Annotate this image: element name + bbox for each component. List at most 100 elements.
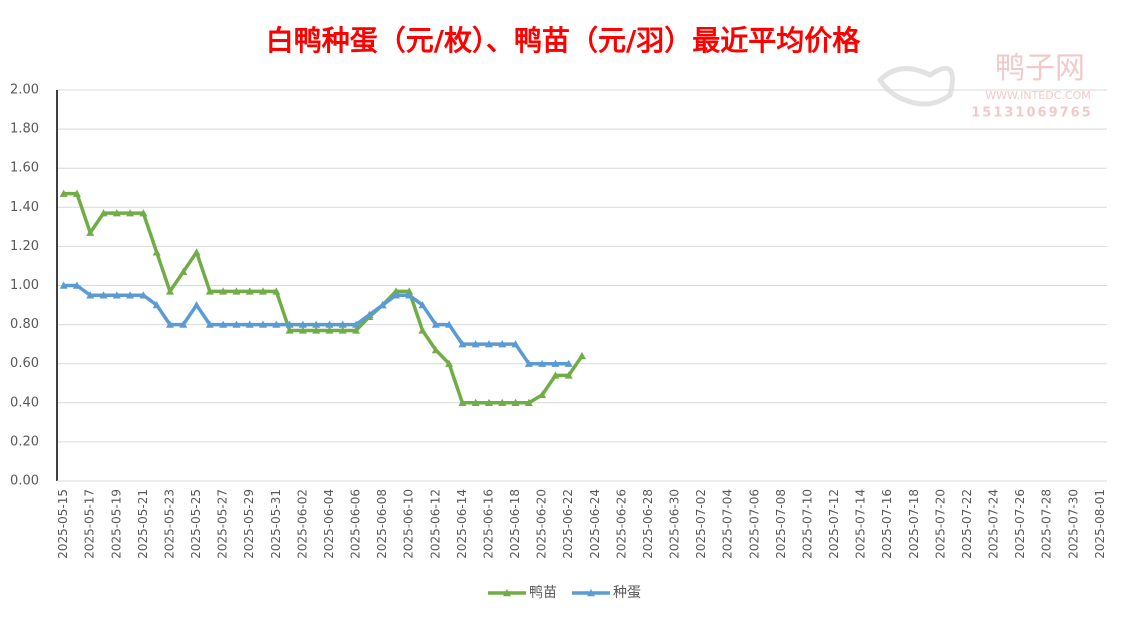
marker	[458, 340, 467, 348]
marker	[551, 359, 560, 367]
marker	[578, 351, 586, 360]
marker	[391, 287, 400, 295]
y-tick-label: 1.20	[10, 239, 39, 254]
marker	[325, 320, 334, 328]
marker	[152, 301, 161, 309]
marker	[511, 398, 520, 406]
marker	[272, 287, 281, 295]
marker	[205, 287, 214, 295]
marker	[179, 320, 188, 328]
x-tick-label: 2025-06-30	[668, 489, 682, 559]
marker	[72, 189, 81, 197]
marker	[538, 390, 547, 399]
marker	[405, 287, 414, 295]
marker	[139, 209, 148, 217]
legend-label: 种蛋	[613, 585, 641, 601]
marker	[259, 287, 268, 295]
watermark-brand: 鸭子网	[995, 51, 1085, 86]
marker	[312, 326, 321, 334]
x-tick-label: 2025-07-20	[933, 489, 947, 559]
marker	[498, 398, 507, 406]
marker	[471, 340, 480, 348]
marker	[126, 209, 135, 217]
y-tick-label: 0.80	[10, 317, 39, 332]
x-tick-label: 2025-06-08	[375, 489, 389, 559]
x-tick-label: 2025-06-06	[349, 489, 363, 559]
marker	[564, 371, 573, 379]
marker	[298, 320, 307, 328]
marker	[298, 326, 307, 334]
watermark-url: WWW.INTEDC.COM	[985, 89, 1090, 102]
marker	[259, 320, 268, 328]
x-tick-label: 2025-06-26	[614, 489, 628, 559]
x-tick-label: 2025-07-22	[960, 489, 974, 559]
marker	[445, 320, 454, 328]
legend-label: 鸭苗	[529, 585, 557, 601]
marker	[511, 340, 520, 348]
x-tick-label: 2025-06-24	[588, 489, 602, 559]
x-tick-label: 2025-07-30	[1066, 489, 1080, 559]
marker	[219, 287, 228, 295]
marker	[112, 209, 121, 217]
marker	[219, 320, 228, 328]
marker	[245, 287, 254, 295]
x-tick-label: 2025-07-28	[1040, 489, 1054, 559]
x-tick-label: 2025-05-15	[56, 489, 70, 559]
watermark-phone: 15131069765	[971, 106, 1093, 121]
marker	[139, 291, 148, 299]
marker	[245, 320, 254, 328]
marker	[152, 248, 161, 256]
marker	[179, 267, 188, 276]
marker	[86, 228, 95, 236]
series-line	[63, 191, 584, 405]
y-tick-label: 0.20	[10, 434, 39, 449]
x-tick-label: 2025-07-10	[800, 489, 814, 559]
marker	[126, 291, 135, 299]
y-tick-label: 0.40	[10, 395, 39, 410]
x-tick-label: 2025-06-10	[402, 489, 416, 559]
y-tick-label: 1.00	[10, 278, 39, 293]
marker	[524, 359, 533, 367]
x-tick-label: 2025-07-26	[1013, 489, 1027, 559]
marker	[524, 398, 533, 406]
marker	[538, 359, 547, 367]
x-tick-label: 2025-06-18	[508, 489, 522, 559]
marker	[112, 291, 121, 299]
chart-title: 白鸭种蛋（元/枚）、鸭苗（元/羽）最近平均价格	[266, 24, 861, 57]
marker	[431, 320, 440, 328]
legend-marker	[587, 589, 595, 597]
x-tick-label: 2025-06-20	[535, 489, 549, 559]
marker	[59, 189, 68, 197]
marker	[72, 281, 81, 289]
x-tick-label: 2025-05-17	[83, 489, 97, 559]
marker	[418, 326, 427, 334]
x-tick-label: 2025-07-16	[880, 489, 894, 559]
x-tick-label: 2025-07-08	[774, 489, 788, 559]
marker	[99, 209, 108, 217]
marker	[484, 398, 493, 406]
marker	[165, 320, 174, 328]
marker	[232, 320, 241, 328]
y-tick-label: 2.00	[10, 83, 39, 98]
x-tick-label: 2025-05-21	[136, 489, 150, 559]
marker	[232, 287, 241, 295]
y-tick-label: 1.80	[10, 122, 39, 137]
x-tick-label: 2025-05-31	[269, 489, 283, 559]
x-tick-label: 2025-06-12	[428, 489, 442, 559]
x-tick-label: 2025-05-25	[189, 489, 203, 559]
marker	[192, 301, 201, 309]
y-tick-label: 1.40	[10, 200, 39, 215]
marker	[338, 320, 347, 328]
marker	[551, 371, 560, 379]
marker	[365, 310, 374, 319]
marker	[418, 301, 427, 309]
marker	[431, 346, 440, 354]
x-tick-label: 2025-07-04	[721, 489, 735, 559]
marker	[391, 291, 400, 299]
marker	[285, 326, 294, 334]
marker	[498, 340, 507, 348]
x-tick-label: 2025-07-02	[694, 489, 708, 559]
x-tick-label: 2025-06-14	[455, 489, 469, 559]
